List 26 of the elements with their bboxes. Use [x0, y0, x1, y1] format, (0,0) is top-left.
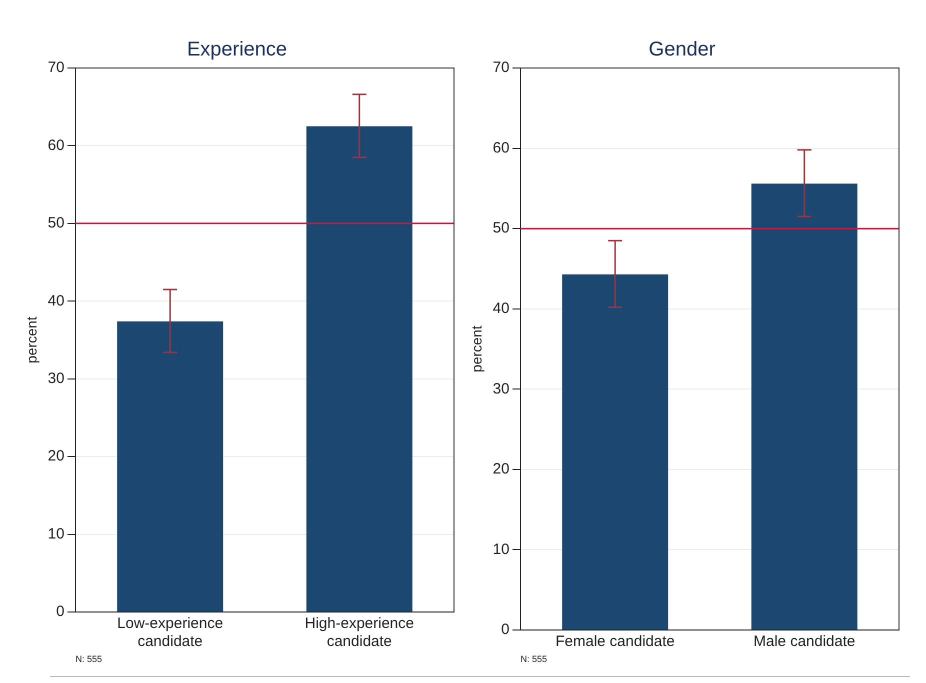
y-tick-label: 0: [56, 603, 64, 620]
y-tick-label: 70: [492, 59, 510, 76]
y-tick-label: 50: [48, 214, 64, 232]
y-axis-title: percent: [23, 316, 40, 364]
y-tick-label: 20: [48, 448, 64, 465]
y-tick-label: 60: [492, 139, 510, 156]
x-tick-label: Male candidate: [754, 633, 856, 650]
y-tick-label: 30: [492, 380, 510, 398]
x-tick-label: Female candidate: [555, 633, 675, 650]
y-tick-label: 50: [492, 220, 510, 237]
x-tick-label: High-experience candidate: [304, 615, 414, 650]
y-axis-title: percent: [468, 326, 484, 372]
y-tick-label: 10: [48, 525, 64, 542]
chart-title: Experience: [186, 38, 288, 61]
y-tick-label: 40: [48, 292, 64, 310]
y-tick-label: 70: [48, 59, 64, 76]
y-tick-label: 60: [48, 136, 64, 154]
y-tick-label: 30: [48, 370, 64, 387]
text: N: 555: [75, 654, 102, 664]
y-tick-label: 20: [492, 460, 510, 478]
y-tick-label: 0: [501, 621, 510, 638]
text: N: 555: [520, 654, 548, 664]
x-tick-label: Low-experience candidate: [117, 615, 224, 650]
chart-title: Gender: [648, 38, 716, 61]
y-tick-label: 10: [492, 540, 510, 558]
y-tick-label: 40: [492, 300, 510, 317]
